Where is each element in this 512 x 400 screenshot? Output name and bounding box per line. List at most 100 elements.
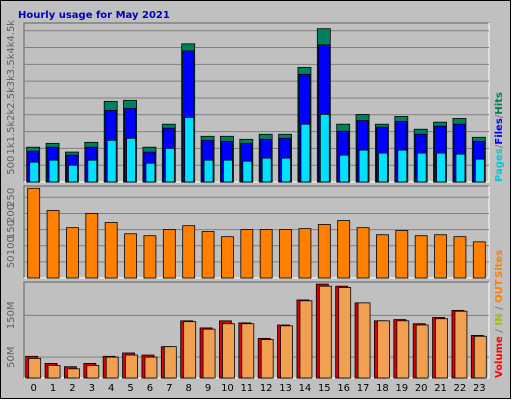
bar	[143, 235, 157, 279]
bar	[222, 323, 235, 379]
y-tick-label: 50M	[6, 346, 17, 367]
bar	[125, 354, 138, 379]
bar	[67, 368, 80, 379]
y-tick-label: 150M	[6, 302, 17, 330]
legend: Sites	[494, 250, 505, 278]
x-tick-label: 23	[473, 383, 486, 394]
bar	[395, 230, 409, 279]
bar	[223, 159, 233, 183]
bar	[259, 229, 273, 279]
bar	[415, 324, 429, 379]
y-tick-label: 100	[6, 236, 17, 255]
y-tick-label: 500	[6, 156, 17, 175]
y-tick-label: 1k	[6, 142, 17, 154]
bar	[202, 328, 216, 379]
x-tick-label: 15	[318, 383, 331, 394]
bar	[376, 234, 389, 279]
bar	[473, 335, 487, 379]
x-tick-label: 20	[415, 383, 428, 394]
y-tick-label: 50	[6, 255, 17, 268]
panel	[24, 282, 489, 378]
panel-edge	[23, 22, 489, 182]
bar	[126, 137, 136, 183]
bar	[28, 357, 42, 379]
bar	[280, 325, 293, 379]
panel-edge	[23, 281, 489, 378]
bar	[104, 222, 118, 279]
bar	[377, 320, 390, 379]
bar	[337, 220, 351, 279]
bar	[48, 159, 59, 183]
legend-entry: IN	[494, 313, 505, 325]
panel-edge	[23, 185, 489, 278]
bar	[319, 114, 330, 183]
bar	[300, 123, 311, 183]
x-tick-label: 8	[186, 383, 192, 394]
x-tick-label: 6	[147, 383, 153, 394]
bar	[201, 231, 215, 279]
bar	[29, 161, 40, 183]
legend: Pages/Files/Hits	[494, 92, 505, 182]
bar	[454, 310, 468, 379]
y-tick-label: 1.5k	[6, 121, 17, 143]
y-tick-label: 200	[6, 204, 17, 223]
bar	[434, 234, 447, 279]
x-tick-label: 13	[279, 383, 292, 394]
bar	[339, 154, 350, 183]
x-tick-label: 4	[108, 383, 114, 394]
bar	[357, 302, 371, 379]
bar	[281, 157, 291, 183]
bar	[474, 158, 485, 183]
bar	[299, 300, 313, 379]
x-tick-label: 0	[31, 383, 37, 394]
bar	[182, 225, 196, 279]
y-tick-label: 3.5k	[6, 53, 17, 75]
legend-entry: /	[494, 114, 505, 118]
y-tick-label: 150	[6, 220, 17, 239]
bar	[260, 339, 274, 379]
bar	[414, 235, 428, 279]
x-tick-label: 5	[127, 383, 133, 394]
legend-entry: Pages	[494, 148, 505, 182]
bar	[124, 233, 137, 279]
bar	[396, 320, 410, 379]
bar	[85, 213, 99, 279]
bar	[453, 236, 467, 279]
legend: Volume / IN / OUT	[494, 279, 505, 378]
x-tick-label: 22	[454, 383, 467, 394]
bar	[184, 117, 195, 183]
bar	[203, 159, 214, 183]
bar	[183, 321, 197, 379]
bar	[46, 210, 60, 279]
bar	[145, 162, 156, 183]
bar	[279, 229, 292, 279]
bar	[416, 152, 427, 183]
bar	[455, 153, 466, 183]
legend-entry: Files	[494, 118, 505, 144]
bar	[27, 187, 41, 279]
bar	[164, 147, 175, 183]
bar	[358, 149, 369, 183]
bar	[397, 149, 408, 183]
legend-entry: /	[494, 326, 505, 337]
legend-entry: Sites	[494, 250, 505, 278]
x-tick-label: 21	[434, 383, 447, 394]
bar	[436, 152, 446, 183]
bar	[241, 323, 255, 379]
bar	[435, 318, 448, 379]
y-tick-label: 250	[6, 188, 17, 207]
x-tick-label: 17	[357, 383, 370, 394]
x-tick-label: 12	[260, 383, 273, 394]
x-tick-label: 11	[240, 383, 253, 394]
bar	[338, 287, 352, 379]
x-tick-label: 19	[395, 383, 408, 394]
bar	[221, 236, 234, 279]
bar	[66, 227, 79, 279]
bar	[106, 139, 117, 183]
legend-entry: Volume	[494, 336, 505, 378]
panel-edge	[24, 282, 490, 379]
bar	[242, 160, 253, 183]
x-tick-label: 10	[221, 383, 234, 394]
y-tick-label: 3k	[6, 75, 17, 87]
